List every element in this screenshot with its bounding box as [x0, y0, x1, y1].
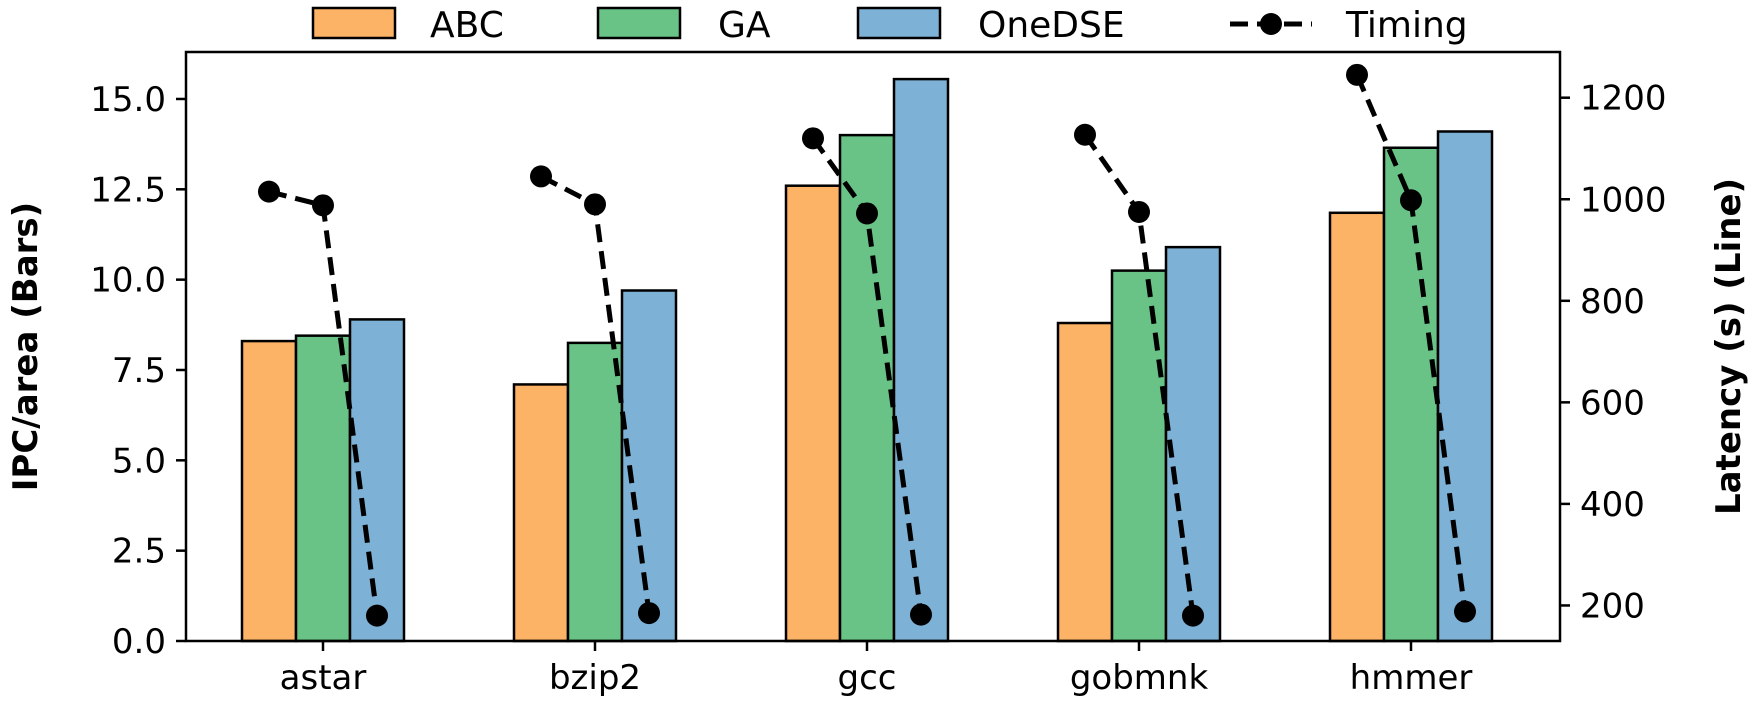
y-tick-label-left-10.0: 10.0	[90, 261, 166, 301]
y-tick-label-right-200: 200	[1580, 586, 1645, 626]
plot-frame	[184, 50, 1562, 643]
legend-label-ga: GA	[718, 5, 771, 46]
bars-layer	[240, 77, 1494, 643]
bar-ga-gobmnk	[1110, 269, 1168, 643]
legend-swatch-timing-marker	[1260, 13, 1282, 35]
y-tick-label-right-800: 800	[1580, 282, 1645, 322]
legend-swatch-onedse	[856, 6, 942, 40]
bar-abc-gobmnk	[1056, 321, 1114, 643]
timing-point-hmmer-onedse	[1454, 600, 1476, 623]
legend-swatch-ga	[596, 6, 682, 40]
legend: ABC GA OneDSE Timing	[311, 5, 1468, 46]
bar-onedse-hmmer	[1436, 130, 1494, 643]
x-axis: astar bzip2 gcc gobmnk hmmer	[280, 641, 1473, 698]
x-tick-label-astar: astar	[280, 658, 367, 698]
timing-point-astar-ga	[312, 194, 334, 217]
y-tick-label-left-2.5: 2.5	[112, 532, 166, 572]
timing-point-gcc-onedse	[910, 603, 932, 626]
y-axis-title-right: Latency (s) (Line)	[1709, 178, 1749, 515]
y-tick-label-left-12.5: 12.5	[90, 170, 166, 210]
y-tick-label-left-5.0: 5.0	[112, 441, 166, 481]
bar-abc-bzip2	[512, 383, 570, 643]
timing-point-bzip2-onedse	[638, 602, 660, 625]
y-tick-label-right-600: 600	[1580, 383, 1645, 423]
y-axis-title-left: IPC/area (Bars)	[6, 202, 46, 491]
x-tick-label-gobmnk: gobmnk	[1070, 658, 1209, 698]
x-tick-label-hmmer: hmmer	[1350, 658, 1473, 698]
legend-swatch-abc	[311, 6, 397, 40]
timing-point-astar-onedse	[366, 604, 388, 627]
x-tick-label-gcc: gcc	[838, 658, 897, 698]
bar-abc-hmmer	[1328, 211, 1386, 643]
bar-ga-astar	[294, 334, 352, 643]
bar-onedse-gcc	[892, 77, 950, 643]
legend-label-abc: ABC	[430, 5, 504, 46]
timing-point-bzip2-ga	[584, 193, 606, 216]
y-tick-label-left-15.0: 15.0	[90, 80, 166, 120]
y-tick-label-right-1200: 1200	[1580, 79, 1667, 119]
y-tick-label-right-400: 400	[1580, 485, 1645, 525]
timing-point-gcc-abc	[802, 127, 824, 150]
timing-point-hmmer-ga	[1400, 189, 1422, 212]
y-tick-label-left-7.5: 7.5	[112, 351, 166, 391]
right-axis: 200 400 600 800 1000 1200	[1560, 79, 1667, 626]
timing-point-bzip2-abc	[530, 165, 552, 188]
bar-abc-astar	[240, 339, 298, 643]
timing-point-gcc-ga	[856, 202, 878, 225]
bar-abc-gcc	[784, 184, 842, 643]
bar-ga-bzip2	[566, 341, 624, 643]
bar-ga-hmmer	[1382, 146, 1440, 643]
timing-point-gobmnk-ga	[1128, 200, 1150, 223]
timing-line-layer	[258, 63, 1476, 627]
legend-label-timing: Timing	[1345, 5, 1468, 46]
timing-point-gobmnk-onedse	[1182, 604, 1204, 627]
timing-point-gobmnk-abc	[1074, 123, 1096, 146]
timing-point-hmmer-abc	[1346, 63, 1368, 86]
x-tick-label-bzip2: bzip2	[549, 658, 641, 698]
left-axis: 0.0 2.5 5.0 7.5 10.0 12.5 15.0	[90, 80, 186, 662]
bar-onedse-gobmnk	[1164, 245, 1222, 643]
y-tick-label-left-0.0: 0.0	[112, 622, 166, 662]
legend-label-onedse: OneDSE	[978, 5, 1125, 46]
timing-point-astar-abc	[258, 180, 280, 203]
y-tick-label-right-1000: 1000	[1580, 180, 1667, 220]
